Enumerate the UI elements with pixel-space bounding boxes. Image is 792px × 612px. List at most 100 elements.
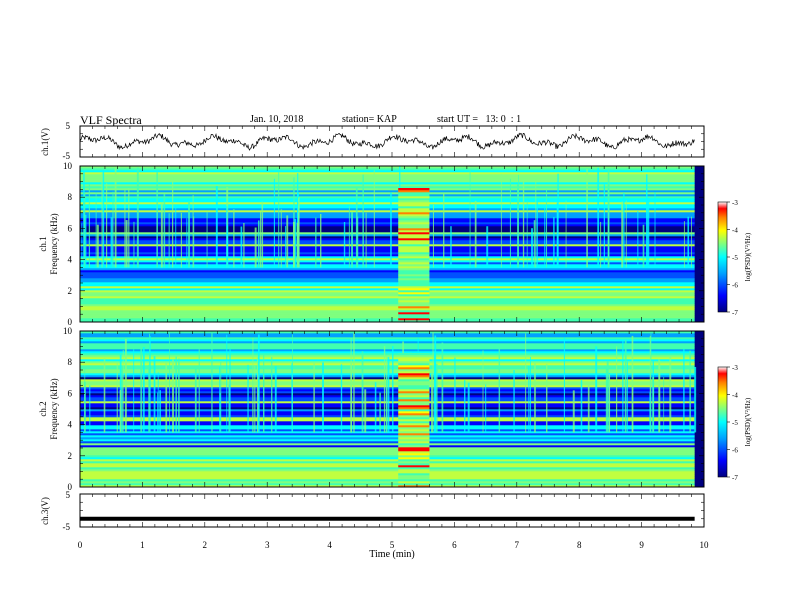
spectrogram-burst <box>398 296 430 299</box>
spectrogram-spike <box>500 173 502 268</box>
spectrogram-band <box>80 296 695 299</box>
spectrogram-spike <box>362 174 364 268</box>
spectrogram-band <box>80 369 695 372</box>
ch1-spectrogram-ticks <box>79 165 705 323</box>
spectrogram-spike <box>124 188 126 268</box>
spectrogram-band <box>80 435 695 438</box>
spectrogram-burst <box>398 274 430 277</box>
spectrogram-spike <box>379 392 381 433</box>
spectrogram-band <box>80 429 695 432</box>
spectrogram-spike <box>597 167 600 268</box>
spectrogram-band <box>80 168 695 171</box>
spectrogram-burst <box>398 363 430 366</box>
spectrogram-spike <box>247 364 249 433</box>
spectrogram-spike <box>102 170 105 268</box>
spectrogram-spike <box>163 193 166 268</box>
spectrogram-spike <box>219 392 221 433</box>
spectrogram-burst <box>398 220 430 223</box>
spectrogram-spike <box>105 183 108 268</box>
spectrogram-band <box>80 375 695 378</box>
spectrogram-spike <box>194 365 197 433</box>
spectrogram-band <box>80 407 695 410</box>
spectrogram-spike <box>364 389 367 433</box>
spectrogram-spike <box>172 359 174 433</box>
spectrogram-band <box>80 294 695 297</box>
spectrogram-spike <box>450 226 452 268</box>
spectrogram-burst <box>398 284 430 287</box>
spectrogram-band <box>80 298 695 301</box>
spectrogram-band <box>80 196 695 199</box>
spectrogram-spike <box>156 171 158 268</box>
spectrogram-spike <box>296 222 299 268</box>
spectrogram-burst <box>398 262 430 265</box>
spectrogram-burst <box>398 246 430 249</box>
spectrogram-spike <box>683 221 685 268</box>
spectrogram-band <box>80 395 695 398</box>
spectrogram-spike <box>615 346 618 433</box>
spectrogram-band <box>80 272 695 275</box>
spectrogram-spike <box>467 382 470 433</box>
spectrogram-spike <box>322 362 324 433</box>
spectrogram-band <box>80 481 695 484</box>
spectrogram-band <box>80 310 695 313</box>
frequency-tick-label: 2 <box>68 286 73 296</box>
spectrogram-band <box>80 198 695 201</box>
spectrogram-spike <box>563 337 565 433</box>
spectrogram-spike <box>148 364 150 433</box>
spectrogram-spike <box>206 211 208 268</box>
spectrogram-spike <box>650 333 652 433</box>
spectrogram-band <box>80 391 695 394</box>
ch2-spectrogram-ticks <box>79 330 705 488</box>
spectrogram-spike <box>637 211 639 268</box>
spectrogram-band <box>80 230 695 233</box>
spectrogram-band <box>80 254 695 257</box>
spectrogram-burst <box>398 381 430 384</box>
spectrogram-spike <box>84 366 86 433</box>
ch1-spectrogram-bands <box>80 166 695 323</box>
spectrogram-burst <box>398 413 430 416</box>
spectrogram-band <box>80 178 695 181</box>
spectrogram-band <box>80 437 695 440</box>
frequency-tick-label: 0 <box>68 317 73 327</box>
spectrogram-spike <box>625 200 627 268</box>
spectrogram-spike <box>687 216 690 268</box>
ch3-ytick-top: 5 <box>66 490 71 500</box>
ch2-colorbar-ticks: -3 -4 -5 -6 -7 <box>727 364 738 482</box>
spectrogram-burst <box>398 411 430 414</box>
spectrogram-burst <box>398 304 430 307</box>
spectrogram-spike <box>587 383 590 433</box>
spectrogram-spike <box>624 340 627 433</box>
spectrogram-spike <box>390 192 392 268</box>
spectrogram-band <box>80 349 695 352</box>
spectrogram-burst <box>398 212 430 215</box>
spectrogram-spike <box>121 366 123 433</box>
spectrogram-burst <box>398 367 430 370</box>
spectrogram-band <box>80 367 695 370</box>
spectrogram-spike <box>229 348 231 433</box>
spectrogram-burst <box>398 240 430 243</box>
spectrogram-band <box>80 405 695 408</box>
spectrogram-spike <box>557 173 559 268</box>
spectrogram-burst <box>398 409 430 412</box>
spectrogram-band <box>80 250 695 253</box>
spectrogram-band <box>80 443 695 446</box>
spectrogram-band <box>80 214 695 217</box>
spectrogram-burst <box>398 318 430 321</box>
spectrogram-burst <box>398 453 430 456</box>
spectrogram-band <box>80 278 695 281</box>
spectrogram-burst <box>398 481 430 484</box>
spectrogram-band <box>80 421 695 424</box>
spectrogram-band <box>80 345 695 348</box>
spectrogram-spike <box>169 332 170 433</box>
spectrogram-burst <box>398 260 430 263</box>
time-tick-label: 7 <box>515 540 520 550</box>
spectrogram-spike <box>149 335 151 433</box>
spectrogram-band <box>80 399 695 402</box>
time-tick-label: 1 <box>140 540 145 550</box>
spectrogram-band <box>80 335 695 338</box>
spectrogram-band <box>80 258 695 261</box>
spectrogram-band <box>80 266 695 269</box>
spectrogram-burst <box>398 310 430 313</box>
frequency-tick-label: 2 <box>68 451 73 461</box>
spectrogram-band <box>80 188 695 191</box>
